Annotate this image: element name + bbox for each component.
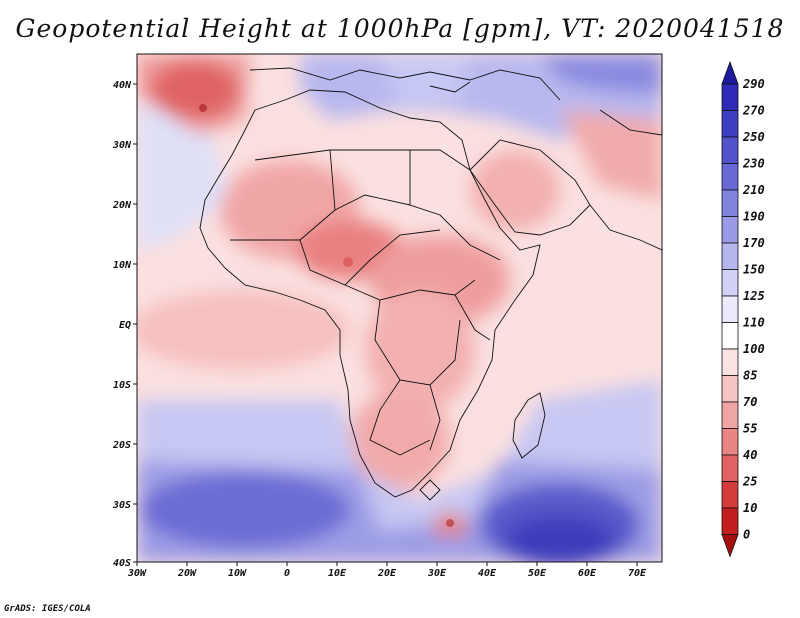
colorbar-swatch xyxy=(721,322,739,350)
lon-label: 50E xyxy=(528,568,547,579)
lon-label: 10W xyxy=(228,568,247,579)
colorbar-swatch xyxy=(721,216,739,244)
lon-label: 40E xyxy=(478,568,497,579)
chart-title: Geopotential Height at 1000hPa [gpm], VT… xyxy=(15,14,785,43)
longitude-labels: 30W 20W 10W 0 10E 20E 30E 40E 50E 60E 70… xyxy=(127,568,647,579)
colorbar: 2902702502302101901701501251101008570554… xyxy=(721,60,765,558)
colorbar-swatch xyxy=(721,454,739,482)
lon-label: 20W xyxy=(177,568,197,579)
lon-label: 0 xyxy=(284,568,290,579)
colorbar-label: 290 xyxy=(742,77,765,91)
axis-ticks xyxy=(133,83,638,566)
colorbar-swatch xyxy=(721,163,739,191)
colorbar-label: 70 xyxy=(743,395,757,409)
latitude-labels: 40N 30N 20N 10N EQ 10S 20S 30S 40S xyxy=(112,80,132,569)
lon-label: 60E xyxy=(578,568,597,579)
footer-credit: GrADS: IGES/COLA xyxy=(4,604,91,614)
colorbar-swatch xyxy=(721,401,739,429)
colorbar-swatch xyxy=(721,428,739,456)
colorbar-label: 55 xyxy=(743,422,757,436)
colorbar-swatch xyxy=(721,110,739,138)
colorbar-label: 85 xyxy=(743,369,757,383)
colorbar-arrow-bottom xyxy=(721,534,739,558)
colorbar-swatch xyxy=(721,269,739,297)
colorbar-label: 40 xyxy=(743,448,757,462)
colorbar-label: 25 xyxy=(742,475,757,489)
plot-frame xyxy=(136,53,663,563)
colorbar-label: 125 xyxy=(743,289,765,303)
colorbar-label: 270 xyxy=(742,104,765,118)
colorbar-swatch xyxy=(721,242,739,270)
colorbar-swatch xyxy=(721,481,739,509)
height-field xyxy=(137,54,662,562)
lon-label: 70E xyxy=(628,568,647,579)
lon-label: 20E xyxy=(377,568,397,579)
colorbar-swatch xyxy=(721,295,739,323)
colorbar-label: 100 xyxy=(743,342,765,356)
colorbar-swatch xyxy=(721,507,739,535)
colorbar-label: 0 xyxy=(743,528,750,542)
lon-label: 30W xyxy=(127,568,147,579)
colorbar-label: 10 xyxy=(743,501,757,515)
lon-label: 10E xyxy=(328,568,347,579)
colorbar-swatch xyxy=(721,348,739,376)
colorbar-swatch xyxy=(721,375,739,403)
lat-label: 10N xyxy=(113,260,132,271)
lat-label: 20S xyxy=(112,440,131,451)
lat-label: 30S xyxy=(112,500,131,511)
colorbar-label: 250 xyxy=(742,130,765,144)
colorbar-label: 190 xyxy=(743,210,765,224)
lon-label: 30E xyxy=(427,568,447,579)
lat-label: 40S xyxy=(113,558,131,569)
colorbar-label: 210 xyxy=(742,183,765,197)
colorbar-swatch xyxy=(721,83,739,111)
colorbar-arrow-top xyxy=(721,60,739,85)
lat-label: 20N xyxy=(112,200,132,211)
colorbar-swatch xyxy=(721,189,739,217)
colorbar-swatch xyxy=(721,136,739,164)
coastlines xyxy=(199,67,662,501)
colorbar-label: 150 xyxy=(743,263,765,277)
lat-label: 30N xyxy=(112,140,132,151)
lat-label: 10S xyxy=(113,380,131,391)
colorbar-label: 170 xyxy=(743,236,765,250)
lat-label: EQ xyxy=(119,320,131,331)
colorbar-label: 110 xyxy=(743,316,765,330)
colorbar-label: 230 xyxy=(742,157,765,171)
lat-label: 40N xyxy=(113,80,132,91)
